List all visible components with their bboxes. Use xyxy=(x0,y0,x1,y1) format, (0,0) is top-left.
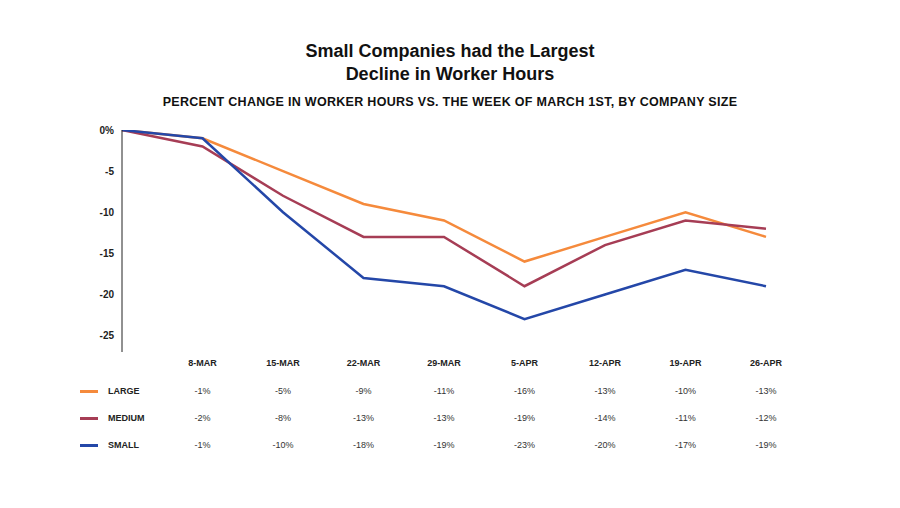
svg-text:5-APR: 5-APR xyxy=(511,358,539,368)
html-text:-19%: -19% xyxy=(433,440,455,450)
html-text:-1%: -1% xyxy=(194,440,211,450)
svg-text:8-MAR: 8-MAR xyxy=(188,358,217,368)
html-text:MEDIUM: MEDIUM xyxy=(108,413,145,423)
html-text:-13%: -13% xyxy=(433,413,455,423)
svg-text:12-APR: 12-APR xyxy=(589,358,622,368)
svg-text:-25: -25 xyxy=(100,330,115,341)
html-text:Small Companies had the Larges: Small Companies had the Largest Decline … xyxy=(305,41,595,84)
html-text:-12%: -12% xyxy=(755,413,777,423)
svg-text:-5: -5 xyxy=(105,166,114,177)
html-text:SMALL: SMALL xyxy=(108,440,139,450)
svg-text:-15: -15 xyxy=(100,248,115,259)
svg-text:-20: -20 xyxy=(100,289,115,300)
svg-text:0%: 0% xyxy=(100,125,115,136)
html-text:-10%: -10% xyxy=(675,386,696,396)
html-text:-13%: -13% xyxy=(353,413,374,423)
svg-text:15-MAR: 15-MAR xyxy=(266,358,300,368)
html-text:-2%: -2% xyxy=(194,413,211,423)
html-text:-17%: -17% xyxy=(675,440,696,450)
svg-text:-10: -10 xyxy=(100,207,115,218)
html-text:-23%: -23% xyxy=(514,440,535,450)
html-text:-9%: -9% xyxy=(355,386,372,396)
html-text:-13%: -13% xyxy=(594,386,616,396)
html-text:-11%: -11% xyxy=(675,413,696,423)
html-text:-18%: -18% xyxy=(353,440,374,450)
svg-text:26-APR: 26-APR xyxy=(750,358,783,368)
html-text:-14%: -14% xyxy=(594,413,616,423)
html-text:LARGE: LARGE xyxy=(108,386,140,396)
html-text:-19%: -19% xyxy=(755,440,777,450)
html-text:-8%: -8% xyxy=(275,413,291,423)
html-text:-19%: -19% xyxy=(514,413,535,423)
html-text:-5%: -5% xyxy=(275,386,291,396)
html-text:-11%: -11% xyxy=(433,386,455,396)
html-text:-16%: -16% xyxy=(514,386,535,396)
html-text:-13%: -13% xyxy=(755,386,777,396)
html-text:PERCENT CHANGE IN WORKER HOURS: PERCENT CHANGE IN WORKER HOURS VS. THE W… xyxy=(162,95,738,109)
html-text:-10%: -10% xyxy=(272,440,294,450)
html-text:-1%: -1% xyxy=(194,386,211,396)
svg-text:29-MAR: 29-MAR xyxy=(427,358,461,368)
svg-text:19-APR: 19-APR xyxy=(669,358,702,368)
svg-text:22-MAR: 22-MAR xyxy=(347,358,381,368)
html-text:-20%: -20% xyxy=(594,440,616,450)
